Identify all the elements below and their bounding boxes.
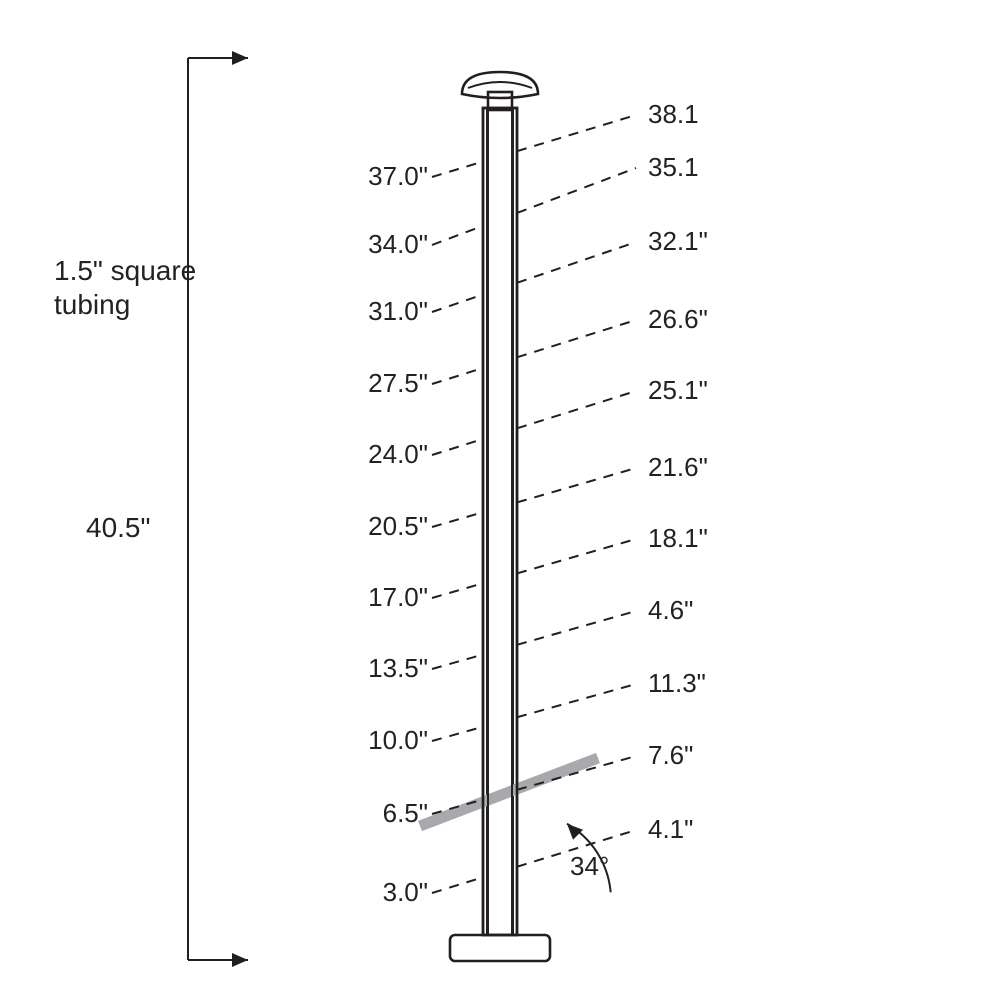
diagram: 37.0" 38.1 34.0" 35.1 31.0" 32.1" 27.5" 26.6" 24… [0, 0, 1000, 1000]
leader-dash [517, 115, 636, 151]
left-measure: 3.0" [383, 877, 428, 907]
left-measure: 17.0" [368, 582, 428, 612]
leader-dash [517, 611, 636, 645]
right-measure: 11.3" [648, 668, 706, 698]
arrowhead [232, 953, 248, 967]
tubing-label-2: tubing [54, 289, 130, 320]
right-measure: 18.1" [648, 523, 708, 553]
right-measure: 35.1 [648, 152, 699, 182]
angle-arrowhead [567, 824, 583, 840]
leader-dash [517, 468, 636, 502]
base-plate [450, 935, 550, 961]
leader-dash [517, 539, 636, 573]
left-measure: 31.0" [368, 296, 428, 326]
right-measure: 26.6" [648, 304, 708, 334]
leader-dash [432, 439, 483, 455]
leader-dash [432, 727, 483, 741]
leader-dash [432, 512, 483, 527]
right-measure: 7.6" [648, 740, 693, 770]
leader-dash [432, 655, 483, 670]
left-measure: 10.0" [368, 725, 428, 755]
leader-dash [432, 368, 483, 384]
right-measure: 4.1" [648, 814, 693, 844]
post-cap [462, 72, 538, 98]
leader-dash [432, 295, 483, 313]
leader-dash [517, 320, 636, 357]
leader-dash [432, 583, 483, 598]
leader-dash [517, 391, 636, 428]
left-measure: 27.5" [368, 368, 428, 398]
right-measure: 4.6" [648, 595, 693, 625]
left-measure: 13.5" [368, 653, 428, 683]
right-measure: 21.6" [648, 452, 708, 482]
leader-dash [517, 168, 636, 213]
right-measure: 32.1" [648, 226, 708, 256]
tubing-label-1: 1.5" square [54, 255, 196, 286]
right-measure: 25.1" [648, 375, 708, 405]
leader-dash [517, 684, 636, 717]
left-measure: 20.5" [368, 511, 428, 541]
angle-bar [420, 758, 598, 826]
left-measure: 6.5" [383, 798, 428, 828]
leader-dash [432, 877, 483, 893]
left-measure: 37.0" [368, 161, 428, 191]
leader-dash [432, 226, 483, 245]
left-measure: 34.0" [368, 229, 428, 259]
total-height-label: 40.5" [86, 512, 150, 543]
left-measure: 24.0" [368, 439, 428, 469]
angle-label: 34° [570, 851, 609, 881]
leader-dash [432, 162, 483, 178]
arrowhead [232, 51, 248, 65]
right-measure: 38.1 [648, 99, 699, 129]
leader-dash [517, 242, 636, 283]
